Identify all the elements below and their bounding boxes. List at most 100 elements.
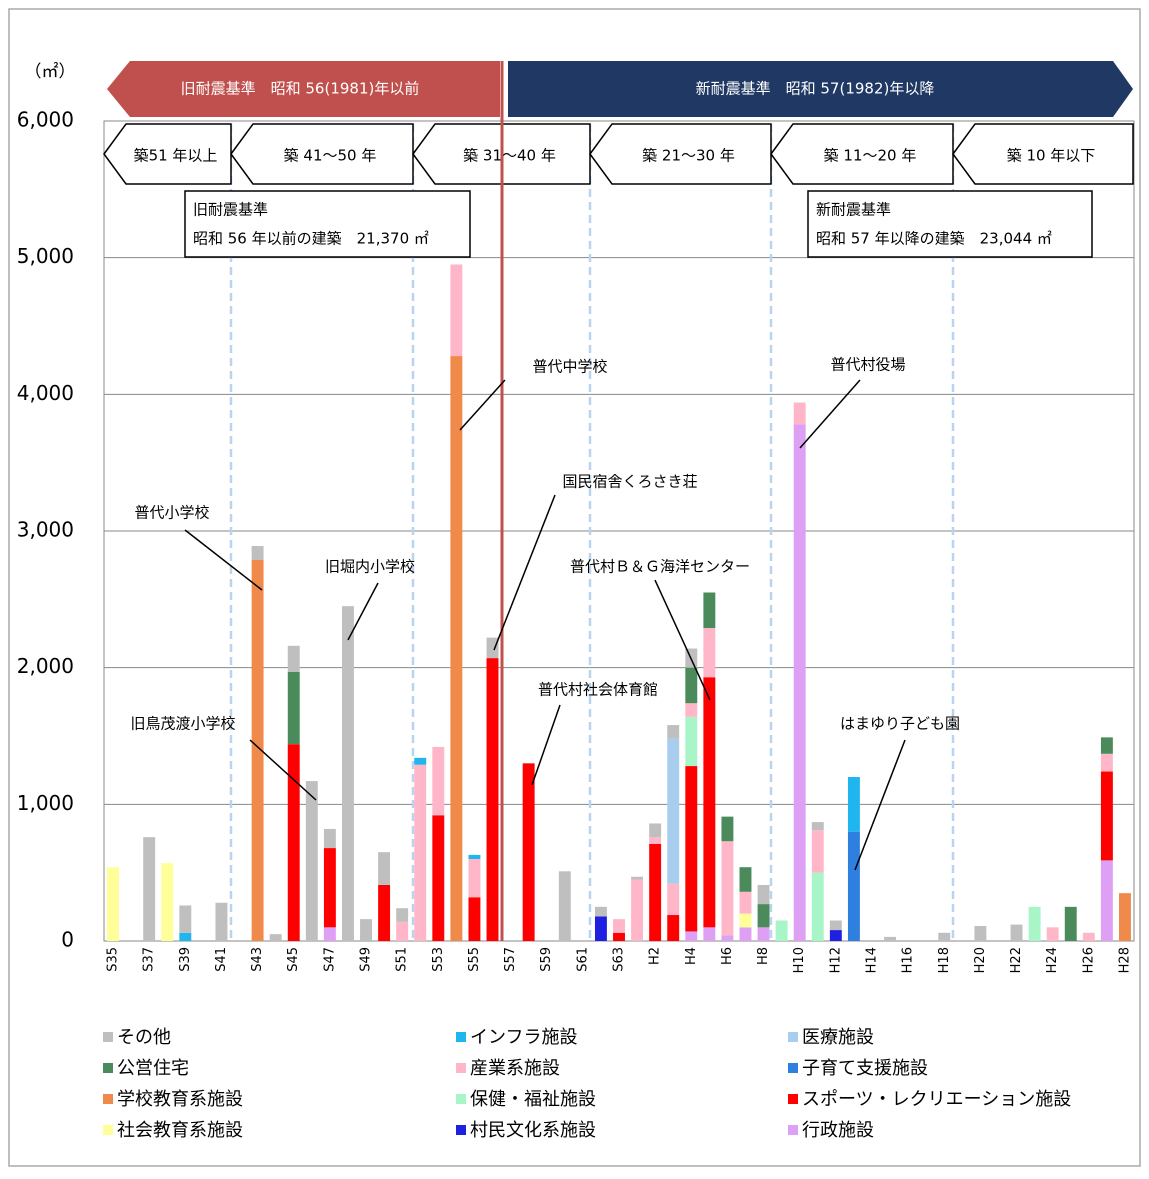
bar-segment bbox=[613, 919, 625, 933]
bar-segment bbox=[685, 716, 698, 767]
bar-segment bbox=[1119, 893, 1131, 941]
x-tick-label: H18 bbox=[937, 947, 952, 973]
x-tick-label: H6 bbox=[720, 947, 735, 965]
bar-segment bbox=[667, 725, 680, 739]
legend-swatch bbox=[788, 1063, 798, 1073]
callout-label: 普代中学校 bbox=[532, 358, 607, 376]
bar-segment bbox=[468, 859, 481, 898]
bar-segment bbox=[414, 764, 427, 941]
y-tick-label: 0 bbox=[61, 928, 74, 952]
y-tick-label: 6,000 bbox=[17, 108, 74, 132]
legend-label: 学校教育系施設 bbox=[117, 1089, 243, 1110]
callout-label: 旧鳥茂渡小学校 bbox=[130, 715, 235, 733]
bar-segment bbox=[631, 879, 644, 941]
x-tick-label: H8 bbox=[756, 947, 771, 965]
x-tick-label: S41 bbox=[214, 947, 229, 972]
x-tick-label: S51 bbox=[395, 947, 410, 972]
bar-segment bbox=[486, 658, 499, 941]
bar-segment bbox=[793, 402, 806, 425]
bar-segment bbox=[468, 897, 481, 941]
bar-segment bbox=[468, 854, 481, 859]
bar-segment bbox=[829, 920, 842, 931]
x-tick-label: H10 bbox=[792, 947, 807, 973]
bar-segment bbox=[775, 920, 788, 941]
y-tick-label: 4,000 bbox=[17, 381, 74, 405]
leader-line bbox=[493, 494, 556, 651]
bar-segment bbox=[685, 931, 698, 941]
bar-segment bbox=[938, 932, 951, 941]
bar-segment bbox=[594, 916, 607, 941]
bar-segment bbox=[341, 606, 354, 941]
bar-segment bbox=[649, 837, 662, 844]
leader-line bbox=[459, 379, 506, 431]
bar-segment bbox=[323, 828, 336, 849]
bar-segment bbox=[667, 738, 680, 884]
legend-label: 産業系施設 bbox=[470, 1058, 560, 1079]
bar-segment bbox=[396, 908, 409, 922]
legend-label: インフラ施設 bbox=[470, 1027, 577, 1048]
age-ranges: 築51 年以上 築 41～50 年 築 31～40 年 築 21～30 年 築 11～2… bbox=[103, 123, 1134, 185]
y-tick-label: 3,000 bbox=[17, 518, 74, 542]
bar-segment bbox=[739, 913, 752, 928]
bar-segment bbox=[269, 934, 282, 941]
bar-segment bbox=[847, 831, 860, 941]
bar-segment bbox=[1100, 771, 1113, 861]
bar-segment bbox=[558, 871, 571, 941]
bar-segment bbox=[884, 936, 897, 941]
bar-segment bbox=[1010, 924, 1023, 941]
callout-label: 普代村役場 bbox=[830, 356, 905, 374]
bar-segment bbox=[757, 904, 770, 928]
x-tick-label: H14 bbox=[864, 947, 879, 973]
bar-segment bbox=[739, 891, 752, 914]
bar-segment bbox=[251, 546, 264, 560]
bar-segment bbox=[1082, 932, 1095, 941]
age-label: 築 11～20 年 bbox=[824, 147, 917, 165]
callout-label: 普代小学校 bbox=[134, 504, 209, 522]
bar-segment bbox=[251, 559, 264, 941]
callout-label: 普代村Ｂ＆Ｇ海洋センター bbox=[570, 558, 750, 576]
y-tick-label: 5,000 bbox=[17, 244, 74, 268]
legend-swatch bbox=[456, 1125, 466, 1135]
bar-segment bbox=[1100, 860, 1113, 941]
x-tick-label: S47 bbox=[322, 947, 337, 972]
bar-segment bbox=[107, 867, 119, 941]
bar-segment bbox=[522, 763, 535, 941]
bar-segment bbox=[396, 921, 409, 941]
x-tick-label: H22 bbox=[1009, 947, 1024, 973]
banner-label: 新耐震基準 昭和 57(1982)年以降 bbox=[696, 80, 935, 98]
callout-label: 旧堀内小学校 bbox=[325, 558, 415, 576]
bar-segment bbox=[161, 863, 174, 941]
x-tick-label: S39 bbox=[178, 947, 193, 972]
bar-segment bbox=[215, 902, 228, 941]
bar-segment bbox=[811, 872, 824, 941]
bar-segment bbox=[685, 766, 698, 932]
legend-label: 子育て支援施設 bbox=[802, 1058, 928, 1079]
bar-segment bbox=[360, 919, 372, 941]
x-tick-label: H2 bbox=[648, 947, 663, 965]
bar-segment bbox=[613, 932, 625, 941]
callout-label: はまゆり子ども園 bbox=[840, 715, 960, 733]
bar-segment bbox=[1100, 737, 1113, 754]
bar-segment bbox=[432, 815, 445, 941]
bar-segment bbox=[432, 746, 445, 816]
bar-segment bbox=[739, 867, 752, 892]
legend-label: 村民文化系施設 bbox=[470, 1120, 596, 1141]
x-tick-label: S55 bbox=[467, 947, 482, 972]
legend-label: その他 bbox=[117, 1027, 171, 1048]
age-label: 築 10 年以下 bbox=[1007, 147, 1096, 165]
bar-segment bbox=[305, 781, 318, 941]
bar-segment bbox=[450, 264, 463, 357]
bar-segment bbox=[323, 927, 336, 941]
bar-segment bbox=[378, 884, 391, 941]
x-tick-label: H28 bbox=[1117, 947, 1132, 973]
bar-segment bbox=[703, 628, 716, 678]
leader-line bbox=[184, 529, 263, 591]
bar-segment bbox=[685, 667, 698, 704]
legend-swatch bbox=[103, 1125, 113, 1135]
bar-segment bbox=[378, 852, 391, 885]
legend-swatch bbox=[103, 1063, 113, 1073]
legend-swatch bbox=[788, 1125, 798, 1135]
bar-segment bbox=[703, 592, 716, 629]
